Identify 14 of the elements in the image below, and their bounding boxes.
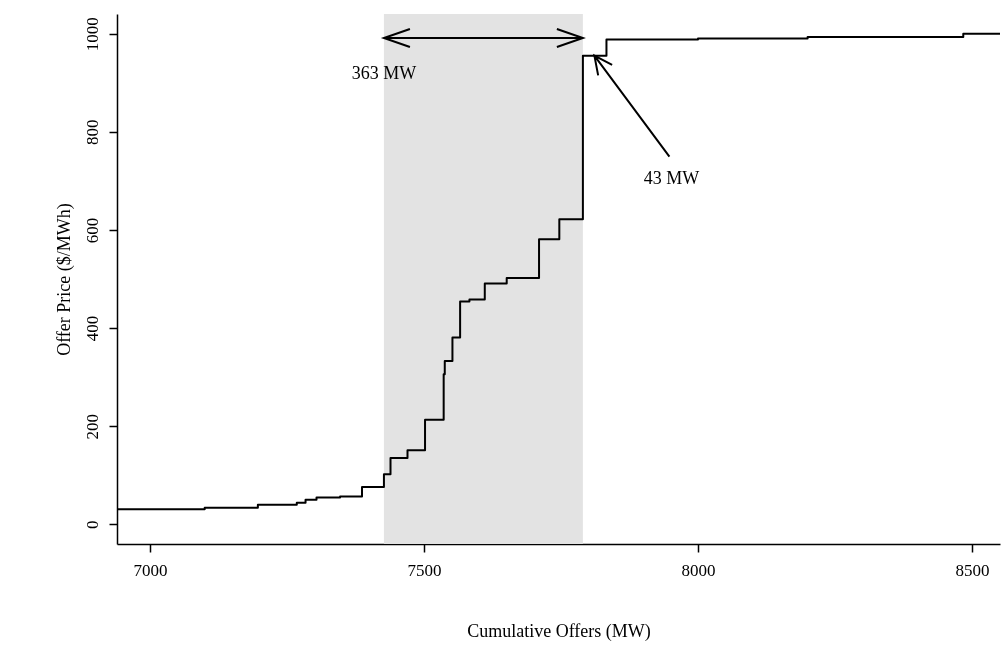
y-tick-label: 200 <box>82 413 102 440</box>
x-tick-label: 7000 <box>133 560 168 580</box>
x-axis-title: Cumulative Offers (MW) <box>467 620 651 642</box>
x-tick-label: 7500 <box>407 560 442 580</box>
y-tick-label: 800 <box>82 119 102 146</box>
annotation: 43 MW <box>643 167 700 188</box>
y-tick-label: 0 <box>82 520 102 530</box>
x-tick-label: 8500 <box>955 560 990 580</box>
y-axis-title: Offer Price ($/MWh) <box>53 203 75 356</box>
y-tick-label: 600 <box>82 217 102 244</box>
x-tick-label: 8000 <box>681 560 716 580</box>
y-tick-label: 1000 <box>82 17 102 52</box>
y-tick-label: 400 <box>82 315 102 342</box>
annotation: 363 MW <box>351 63 417 83</box>
